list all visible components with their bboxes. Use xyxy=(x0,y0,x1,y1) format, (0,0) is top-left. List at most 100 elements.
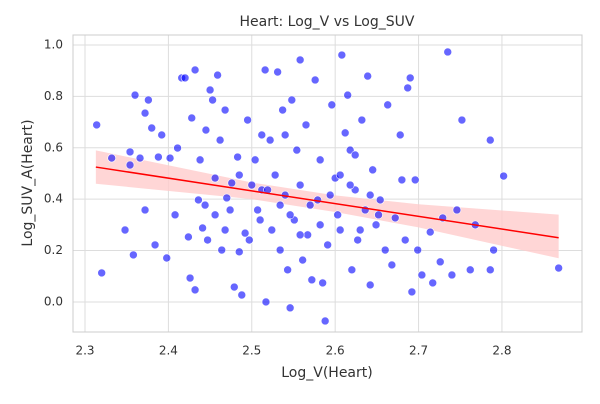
point xyxy=(257,130,267,140)
point xyxy=(425,227,435,237)
point xyxy=(413,245,423,255)
y-tick-label: 0.0 xyxy=(44,294,63,308)
point xyxy=(130,90,140,100)
point xyxy=(298,255,307,265)
point xyxy=(283,265,292,275)
point xyxy=(303,230,312,240)
point xyxy=(485,135,495,145)
point xyxy=(280,130,290,140)
point xyxy=(140,205,150,215)
x-axis-label: Log_V(Heart) xyxy=(281,365,372,381)
point xyxy=(375,195,385,205)
point xyxy=(222,193,232,203)
point xyxy=(120,225,130,235)
point xyxy=(234,170,244,180)
y-tick-label: 0.4 xyxy=(44,192,63,206)
point xyxy=(234,247,244,257)
point xyxy=(194,195,203,205)
point xyxy=(305,200,315,210)
point xyxy=(275,245,285,255)
point xyxy=(267,225,277,235)
point xyxy=(170,210,180,220)
point xyxy=(457,115,467,125)
point xyxy=(307,275,317,285)
point xyxy=(278,105,287,115)
point xyxy=(165,153,175,163)
frame xyxy=(72,34,583,333)
point xyxy=(150,240,160,250)
point xyxy=(190,65,200,75)
point xyxy=(244,235,254,245)
y-axis-label: Log_SUV_A(Heart) xyxy=(20,119,36,246)
point xyxy=(295,180,305,190)
point xyxy=(417,270,427,280)
y-tick-label: 0.2 xyxy=(44,243,63,257)
point xyxy=(292,145,302,155)
point xyxy=(187,113,197,123)
point xyxy=(247,180,257,190)
point xyxy=(333,210,342,220)
regression-line xyxy=(95,166,559,239)
point xyxy=(285,210,295,220)
point xyxy=(435,257,445,267)
point xyxy=(220,105,230,115)
point xyxy=(203,235,212,245)
point xyxy=(195,155,205,165)
point xyxy=(452,205,462,215)
point xyxy=(397,175,407,185)
point xyxy=(363,71,372,81)
point xyxy=(315,220,325,230)
point xyxy=(162,253,172,263)
point xyxy=(135,153,145,163)
point xyxy=(295,55,305,65)
point xyxy=(243,115,252,125)
x-tick-label: 2.4 xyxy=(159,344,178,358)
point xyxy=(347,265,357,275)
point xyxy=(405,73,415,83)
point xyxy=(327,100,337,110)
point xyxy=(390,213,400,223)
y-tick-label: 0.8 xyxy=(44,89,63,103)
point xyxy=(443,47,453,57)
point xyxy=(237,290,247,300)
point xyxy=(318,278,327,288)
point xyxy=(395,130,405,140)
point xyxy=(554,263,563,273)
point xyxy=(210,173,220,183)
y-tick-label: 1.0 xyxy=(44,38,63,52)
point xyxy=(233,152,242,162)
point xyxy=(310,75,320,85)
point xyxy=(261,297,271,307)
point xyxy=(213,70,222,80)
point xyxy=(383,100,393,110)
point xyxy=(285,303,295,313)
point xyxy=(447,270,457,280)
point xyxy=(190,285,200,295)
point xyxy=(287,95,297,105)
point xyxy=(208,95,217,105)
point xyxy=(140,108,150,118)
point xyxy=(255,215,265,225)
point xyxy=(125,160,135,170)
point xyxy=(215,135,225,145)
point xyxy=(107,153,116,163)
point xyxy=(210,210,220,220)
point xyxy=(185,273,195,283)
point xyxy=(428,278,438,288)
point xyxy=(403,83,413,93)
point xyxy=(270,170,280,180)
point xyxy=(320,316,330,326)
point xyxy=(173,143,182,153)
point xyxy=(465,265,475,275)
point xyxy=(301,120,311,130)
point xyxy=(315,155,325,165)
point xyxy=(154,152,163,162)
point xyxy=(260,65,270,75)
point xyxy=(225,205,235,215)
point xyxy=(240,228,250,238)
point xyxy=(368,165,377,175)
point xyxy=(410,175,420,185)
point xyxy=(198,223,207,233)
point xyxy=(125,147,135,157)
point xyxy=(227,178,237,188)
